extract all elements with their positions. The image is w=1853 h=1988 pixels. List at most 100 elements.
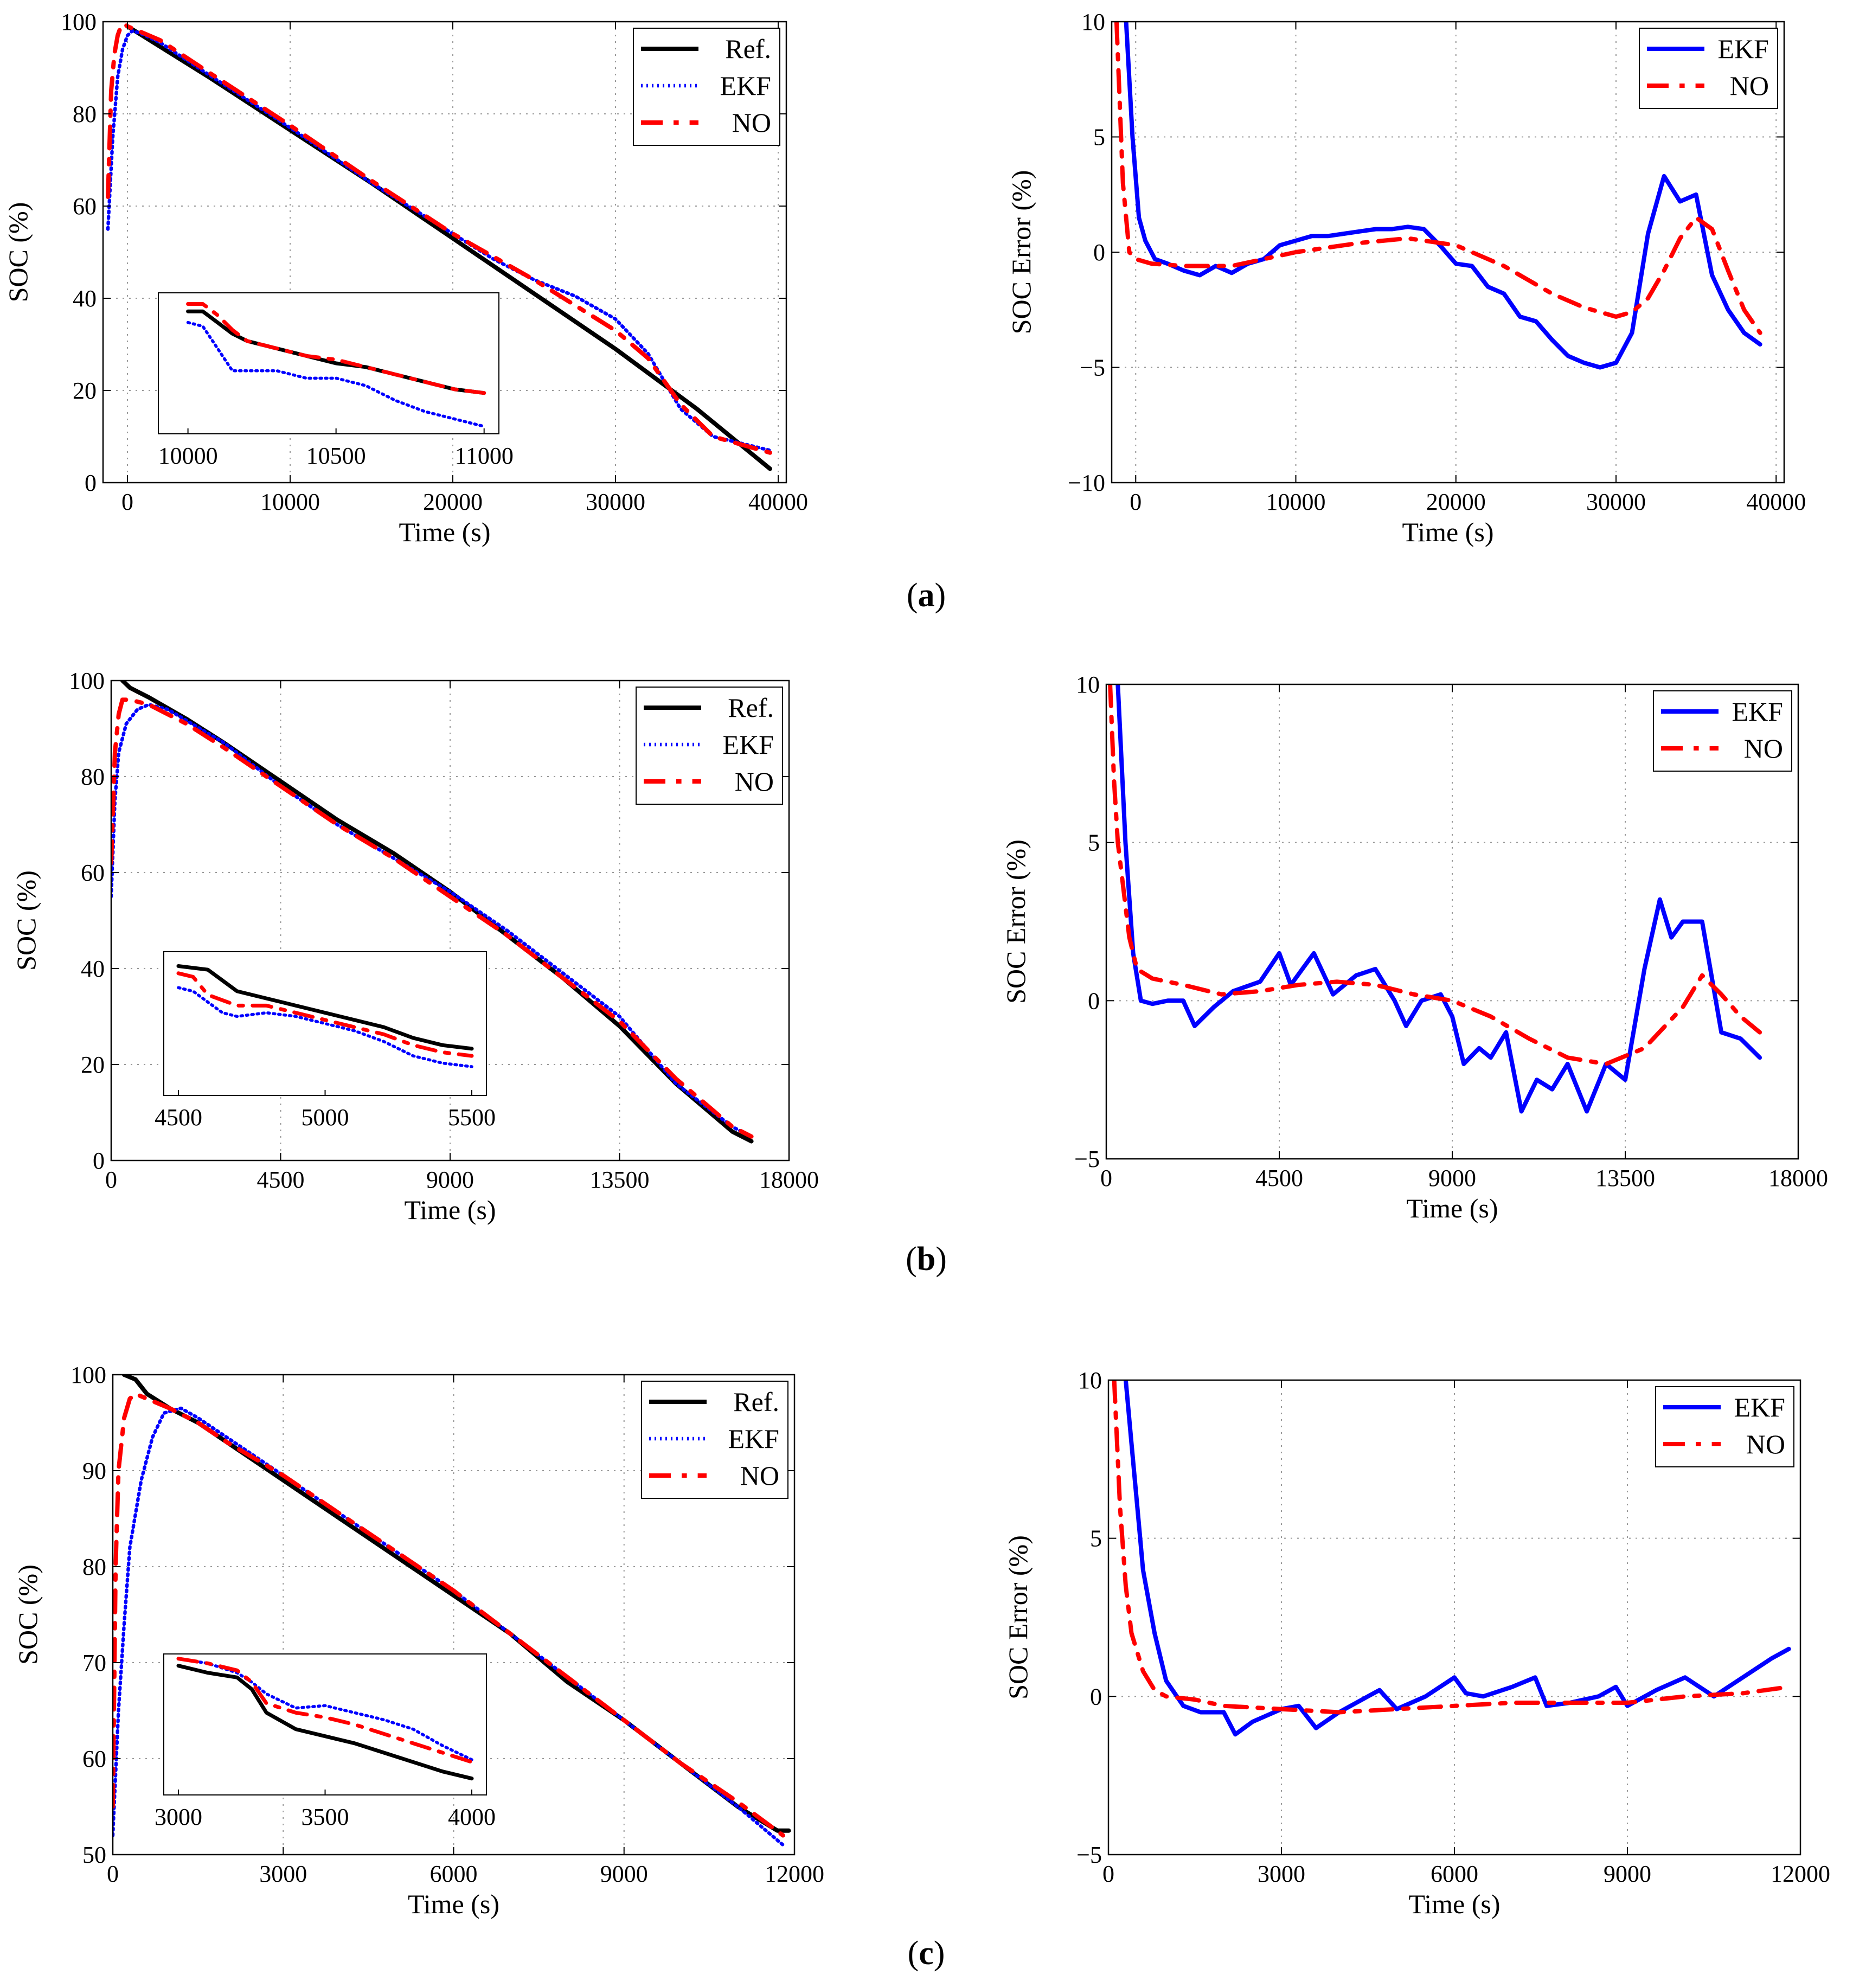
legend-box [1639, 28, 1778, 109]
x-tick-label: 0 [1100, 1165, 1112, 1191]
inset-x-tick-label: 10000 [158, 443, 218, 469]
a-err-series-ekf [1124, 22, 1762, 370]
b-soc-inset-series-ekf [177, 986, 473, 1068]
x-tick-label: 10000 [1266, 489, 1326, 515]
series-group [106, 22, 772, 471]
x-tick-label: 20000 [1426, 489, 1486, 515]
x-tick-label: 3000 [259, 1861, 307, 1887]
x-tick-label: 40000 [748, 489, 808, 515]
legend-label-ekf: EKF [1718, 34, 1769, 64]
y-tick-label: 5 [1088, 830, 1100, 856]
y-tick-label: 10 [1081, 9, 1105, 35]
x-tick-label: 18000 [1768, 1165, 1828, 1191]
y-tick-label: 0 [1093, 239, 1105, 266]
legend: EKF NO [1639, 28, 1778, 109]
caption-b: (b) [906, 1241, 947, 1278]
y-tick-label: 40 [81, 955, 105, 982]
x-tick-label: 6000 [1431, 1861, 1478, 1887]
x-tick-label: 4500 [1255, 1165, 1303, 1191]
legend-label-ekf: EKF [723, 729, 774, 760]
legend: Ref. EKF NO [633, 28, 780, 146]
y-tick-label: 60 [73, 193, 97, 220]
y-tick-label: 40 [73, 285, 97, 312]
x-tick-label: 6000 [430, 1861, 478, 1887]
legend-label-ref: Ref. [728, 692, 774, 723]
x-tick-label: 12000 [1771, 1861, 1830, 1887]
x-tick-label: 0 [105, 1166, 117, 1193]
caption-c: (c) [908, 1935, 945, 1972]
series-group [1112, 1380, 1791, 1737]
y-tick-label: 100 [70, 1362, 106, 1388]
x-tick-label: 0 [1130, 489, 1142, 515]
c-soc-inset-series-no [176, 1657, 474, 1764]
x-tick-label: 13500 [590, 1166, 650, 1193]
y-axis-label: SOC Error (%) [1001, 839, 1031, 1004]
caption-a: (a) [907, 577, 946, 614]
x-tick-label: 0 [107, 1861, 119, 1887]
x-tick-label: 9000 [1604, 1861, 1651, 1887]
inset: 10000 10500 11000 [158, 292, 514, 469]
x-tick-label: 0 [1102, 1861, 1114, 1887]
a-soc-series-no [106, 22, 772, 455]
legend: EKF NO [1655, 1386, 1794, 1467]
legend-label-ref: Ref. [733, 1387, 779, 1417]
inset-x-tick-label: 11000 [455, 443, 514, 469]
inset-x-tick-label: 10500 [306, 443, 366, 469]
y-tick-label: 20 [73, 377, 97, 404]
x-axis-label: Time (s) [1408, 1889, 1500, 1919]
legend: Ref. EKF NO [641, 1381, 788, 1499]
y-tick-label: 0 [93, 1147, 105, 1174]
inset-series-group [186, 302, 486, 428]
x-tick-label: 4500 [257, 1166, 305, 1193]
y-axis-label: SOC (%) [12, 1564, 43, 1665]
x-tick-label: 20000 [423, 489, 483, 515]
legend-box [1653, 690, 1792, 772]
y-tick-label: −5 [1076, 1842, 1102, 1868]
legend-label-no: NO [1730, 70, 1769, 101]
y-tick-label: 0 [1088, 987, 1100, 1014]
x-axis-label: Time (s) [404, 1195, 496, 1225]
b-soc-series-ekf [111, 703, 753, 1139]
y-tick-label: 100 [61, 9, 97, 35]
a-soc-inset-series-no [186, 302, 486, 395]
panel-c-soc: 0 3000 6000 9000 12000 50 60 70 80 90 100 Time (s) S… [12, 1362, 824, 1919]
inset: 3000 3500 4000 [155, 1653, 496, 1830]
b-soc-inset-series-no [176, 971, 474, 1058]
y-tick-label: 80 [81, 764, 105, 790]
c-err-series-no [1112, 1380, 1791, 1715]
x-tick-label: 40000 [1746, 489, 1806, 515]
y-tick-label: −5 [1074, 1146, 1100, 1172]
x-tick-label: 9000 [600, 1861, 648, 1887]
y-tick-label: 5 [1090, 1525, 1102, 1552]
inset: 4500 5000 5500 [155, 951, 496, 1131]
y-tick-label: 80 [82, 1554, 106, 1580]
y-tick-label: 60 [82, 1746, 106, 1772]
series-group [1108, 684, 1762, 1114]
x-tick-label: 3000 [1258, 1861, 1305, 1887]
legend-box [1655, 1386, 1794, 1467]
x-axis-label: Time (s) [408, 1889, 499, 1919]
x-tick-label: 13500 [1595, 1165, 1655, 1191]
y-tick-label: 100 [69, 668, 105, 694]
y-tick-label: 20 [81, 1051, 105, 1078]
y-tick-label: −10 [1068, 470, 1105, 496]
x-tick-label: 18000 [759, 1166, 819, 1193]
inset-x-tick-label: 3500 [302, 1804, 349, 1830]
b-soc-series-ref [120, 681, 754, 1144]
y-tick-label: 0 [1090, 1683, 1102, 1710]
y-tick-label: 5 [1093, 124, 1105, 151]
inset-border [158, 292, 499, 434]
y-tick-label: 10 [1078, 1367, 1102, 1394]
y-axis-label: SOC (%) [11, 870, 41, 971]
x-axis-label: Time (s) [399, 517, 490, 547]
x-tick-label: 0 [121, 489, 133, 515]
c-soc-inset-series-ref [176, 1664, 474, 1781]
legend-label-ref: Ref. [725, 34, 771, 64]
a-err-series-no [1114, 22, 1762, 335]
legend-label-no: NO [1746, 1429, 1785, 1459]
y-tick-label: 90 [82, 1458, 106, 1484]
x-tick-label: 9000 [1428, 1165, 1476, 1191]
legend: EKF NO [1653, 690, 1792, 772]
y-tick-label: 80 [73, 101, 97, 127]
